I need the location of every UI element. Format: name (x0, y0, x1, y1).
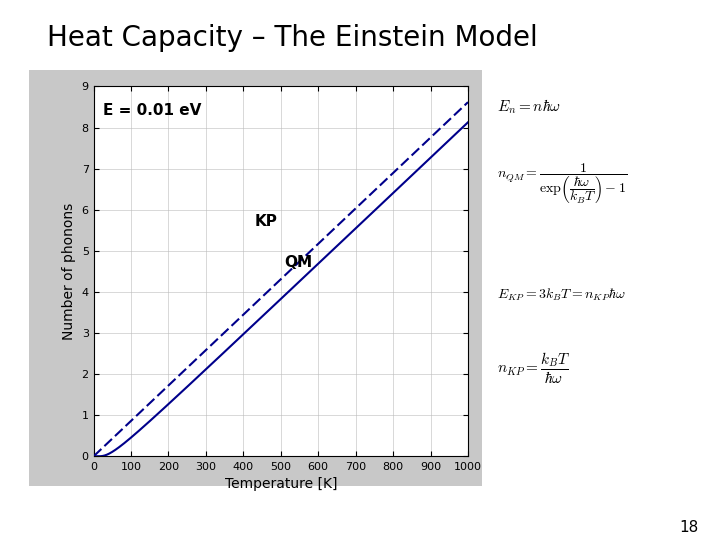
Text: Heat Capacity – The Einstein Model: Heat Capacity – The Einstein Model (47, 24, 538, 52)
Text: E = 0.01 eV: E = 0.01 eV (103, 103, 202, 118)
Text: 18: 18 (679, 519, 698, 535)
Text: $E_n = n\hbar\omega$: $E_n = n\hbar\omega$ (497, 97, 561, 116)
Text: $E_{KP} = 3k_B T = n_{KP}\hbar\omega$: $E_{KP} = 3k_B T = n_{KP}\hbar\omega$ (497, 286, 626, 302)
Y-axis label: Number of phonons: Number of phonons (62, 202, 76, 340)
Text: $n_{QM} = \dfrac{1}{\exp\!\left(\dfrac{\hbar\omega}{k_B T}\right)-1}$: $n_{QM} = \dfrac{1}{\exp\!\left(\dfrac{\… (497, 162, 627, 206)
Text: QM: QM (284, 255, 312, 270)
X-axis label: Temperature [K]: Temperature [K] (225, 477, 337, 491)
Text: KP: KP (255, 214, 277, 229)
Text: $n_{KP} = \dfrac{k_B T}{\hbar\omega}$: $n_{KP} = \dfrac{k_B T}{\hbar\omega}$ (497, 351, 570, 387)
